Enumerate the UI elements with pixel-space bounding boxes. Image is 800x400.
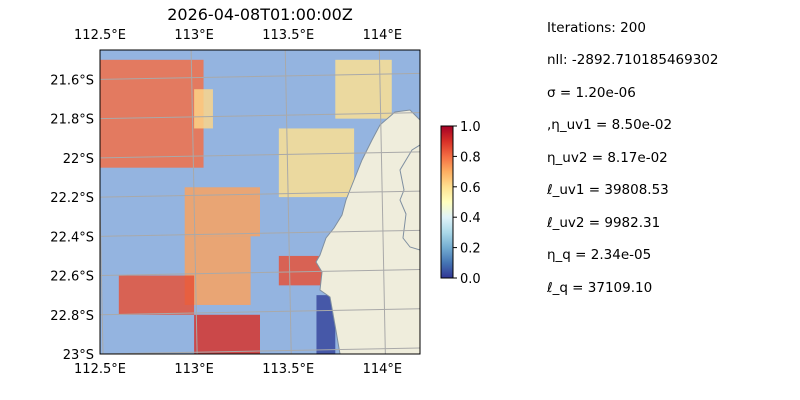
chart-title: 2026-04-08T01:00:00Z xyxy=(167,5,353,24)
region-north-west-east-edge xyxy=(194,89,213,129)
x-tick-label-top: 112.5°E xyxy=(74,28,126,43)
gridline-lon xyxy=(100,176,104,354)
colorbar-gradient xyxy=(440,125,454,279)
region-deep-south-block xyxy=(194,314,260,354)
param-line: ,η_uv1 = 8.50e-02 xyxy=(547,117,673,133)
param-line: ℓ_q = 37109.10 xyxy=(547,280,653,296)
region-south-west-block xyxy=(118,275,195,315)
peninsula xyxy=(399,144,420,251)
param-line: ℓ_uv1 = 39808.53 xyxy=(547,182,669,198)
x-tick-label-bottom: 113.5°E xyxy=(262,362,314,377)
region-north-east-coastal xyxy=(335,59,392,119)
param-line: ℓ_uv2 = 9982.31 xyxy=(547,215,661,231)
param-line: nll: -2892.710185469302 xyxy=(547,52,719,68)
gridline-lat xyxy=(100,190,420,198)
gridline-lat xyxy=(100,229,420,237)
param-line: η_uv2 = 8.17e-02 xyxy=(547,150,668,166)
colorbar-tick-label: 0.4 xyxy=(460,211,481,226)
x-tick-label-top: 114°E xyxy=(363,28,403,43)
gridline-lon xyxy=(378,50,386,354)
gridline-lat xyxy=(100,112,420,120)
map-panel xyxy=(100,50,420,354)
gridline-lat xyxy=(100,347,420,354)
land-mass xyxy=(315,109,420,354)
colorbar: 0.0 0.2 0.4 0.6 0.8 1.0 xyxy=(440,120,481,287)
region-mid-east-coastal xyxy=(278,128,355,198)
gridline-lon xyxy=(190,50,198,354)
y-tick-label: 23°S xyxy=(63,348,94,363)
gridlines xyxy=(100,50,420,354)
x-tick-label-top: 113°E xyxy=(174,28,214,43)
y-tick-label: 21.6°S xyxy=(50,73,94,88)
param-line: σ = 1.20e-06 xyxy=(547,85,636,101)
region-north-west-block xyxy=(100,59,204,168)
colorbar-tick-label: 0.6 xyxy=(460,181,481,196)
colorbar-tick-label: 1.0 xyxy=(460,120,481,135)
gridline-lat xyxy=(100,151,420,159)
y-tick-label: 22°S xyxy=(63,152,94,167)
x-tick-label-bottom: 114°E xyxy=(363,362,403,377)
gridline-lat xyxy=(100,72,420,80)
param-line: Iterations: 200 xyxy=(547,20,646,36)
gridline-lat xyxy=(100,269,420,277)
y-tick-label: 22.6°S xyxy=(50,270,94,285)
data-regions xyxy=(100,59,420,354)
colorbar-ticks: 0.0 0.2 0.4 0.6 0.8 1.0 xyxy=(453,120,481,287)
x-axis-bottom: 112.5°E 113°E 113.5°E 114°E xyxy=(74,362,402,377)
x-axis-top: 112.5°E 113°E 113.5°E 114°E xyxy=(74,28,402,43)
y-tick-label: 22.2°S xyxy=(50,191,94,206)
y-tick-label: 22.8°S xyxy=(50,309,94,324)
gridline-lon xyxy=(284,50,292,354)
y-tick-label: 21.8°S xyxy=(50,113,94,128)
y-tick-label: 22.4°S xyxy=(50,230,94,245)
region-south-coastal-low xyxy=(316,295,336,354)
x-tick-label-bottom: 112.5°E xyxy=(74,362,126,377)
colorbar-tick-label: 0.8 xyxy=(460,150,481,165)
x-tick-label-top: 113.5°E xyxy=(262,28,314,43)
colorbar-tick-label: 0.0 xyxy=(460,272,481,287)
x-tick-label-bottom: 113°E xyxy=(174,362,214,377)
colorbar-tick-label: 0.2 xyxy=(460,242,481,257)
y-axis-left: 21.6°S 21.8°S 22°S 22.2°S 22.4°S 22.6°S 22.8°S… xyxy=(50,73,94,363)
map-frame xyxy=(99,49,421,355)
gridline-lat xyxy=(100,308,420,316)
param-line: η_q = 2.34e-05 xyxy=(547,247,652,263)
